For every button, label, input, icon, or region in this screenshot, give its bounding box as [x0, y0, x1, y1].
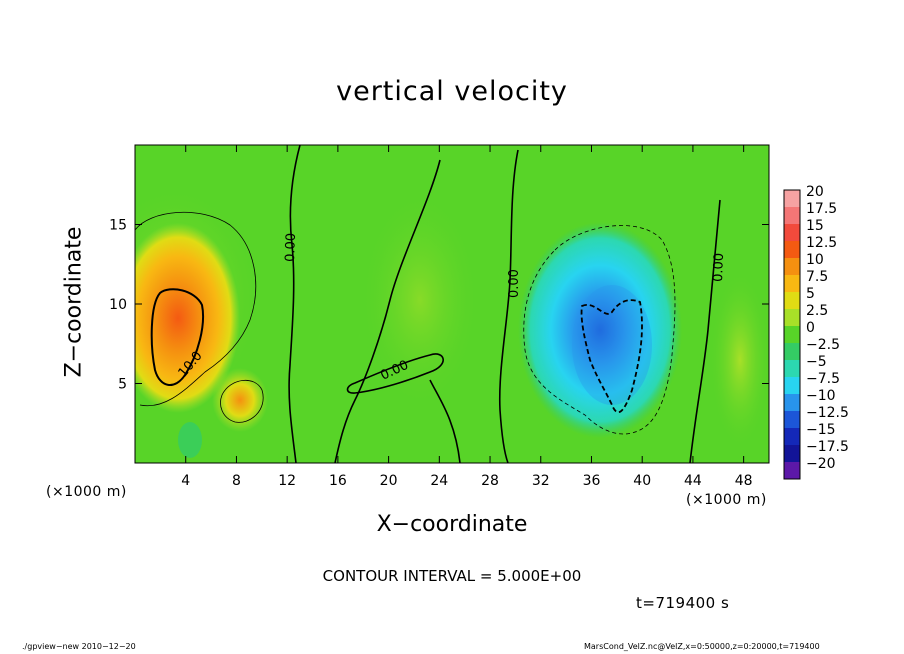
- colorbar-label: −10: [806, 388, 836, 404]
- heatmap-field: [135, 145, 769, 463]
- x-tick-label: 4: [181, 473, 190, 489]
- weak-updraft-right: [710, 270, 769, 450]
- weak-downdraft-bottom: [178, 422, 202, 458]
- colorbar-label: −15: [806, 422, 836, 438]
- x-tick-label: 8: [232, 473, 241, 489]
- x-tick-label: 12: [278, 473, 296, 489]
- contour-interval-text: CONTOUR INTERVAL = 5.000E+00: [322, 567, 582, 585]
- updraft-secondary: [212, 368, 268, 432]
- y-axis-ticks: 5 10 15: [109, 218, 769, 393]
- x-tick-label: 40: [633, 473, 651, 489]
- colorbar-label: 20: [806, 184, 824, 200]
- x-tick-label: 28: [481, 473, 499, 489]
- contour-zero-loop: [346, 353, 444, 394]
- x-tick-label: 16: [329, 473, 347, 489]
- contour-lines: [135, 145, 721, 463]
- weak-updraft-band: [360, 190, 480, 410]
- colorbar-swatch: [784, 377, 800, 394]
- colorbar-label: −7.5: [806, 371, 840, 387]
- colorbar: 2017.51512.5107.552.50−2.5−5−7.5−10−12.5…: [783, 184, 849, 480]
- colorbar-swatch: [784, 224, 800, 241]
- colorbar-swatch: [784, 462, 800, 479]
- contour-label-zero-4: 0.00: [711, 253, 727, 282]
- y-tick-label: 15: [109, 218, 127, 234]
- contour-zero-3: [429, 379, 461, 463]
- colorbar-swatch: [784, 292, 800, 309]
- colorbar-swatch: [784, 258, 800, 275]
- contour-10: [150, 288, 204, 386]
- x-axis-unit-left: (×1000 m): [46, 484, 127, 500]
- contour-5-main: [135, 211, 257, 407]
- contour-5-secondary: [220, 380, 264, 423]
- colorbar-label: −5: [806, 354, 827, 370]
- x-axis-ticks: 4 8 12 16 20 24 28 32 36 40 44 48: [181, 145, 753, 489]
- colorbar-swatch: [784, 207, 800, 224]
- colorbar-label: 7.5: [806, 269, 828, 285]
- footer-right: MarsCond_VelZ.nc@VelZ,x=0:50000,z=0:2000…: [584, 642, 820, 651]
- x-tick-label: 32: [532, 473, 550, 489]
- contour-label-zero-3: 0.00: [507, 269, 522, 298]
- contour-zero-2: [334, 159, 441, 463]
- colorbar-label: 2.5: [806, 303, 828, 319]
- x-tick-label: 20: [380, 473, 398, 489]
- colorbar-swatch: [784, 309, 800, 326]
- footer-left: ./gpview−new 2010−12−20: [22, 642, 136, 651]
- x-tick-label: 24: [430, 473, 448, 489]
- colorbar-frame: [783, 189, 801, 480]
- colorbar-label: −20: [806, 456, 836, 472]
- x-axis-unit-right: (×1000 m): [686, 492, 767, 508]
- colorbar-label: 5: [806, 286, 815, 302]
- contour-zero-1: [288, 145, 301, 463]
- x-tick-label: 44: [684, 473, 702, 489]
- downdraft-core: [572, 285, 652, 405]
- x-axis-label: X−coordinate: [376, 512, 528, 537]
- contour-zero-5: [689, 199, 721, 463]
- contour-minus-5: [523, 225, 676, 435]
- x-tick-label: 48: [735, 473, 753, 489]
- y-tick-label: 10: [109, 297, 127, 313]
- colorbar-swatch: [784, 326, 800, 343]
- time-label: t=719400 s: [636, 594, 730, 612]
- colorbar-swatch: [784, 394, 800, 411]
- colorbar-swatch: [784, 275, 800, 292]
- colorbar-swatch: [784, 445, 800, 462]
- colorbar-swatch: [784, 343, 800, 360]
- colorbar-label: 10: [806, 252, 824, 268]
- downdraft-main: [518, 222, 682, 438]
- colorbar-label: 0: [806, 320, 815, 336]
- colorbar-swatch: [784, 411, 800, 428]
- colorbar-label: −12.5: [806, 405, 849, 421]
- y-tick-label: 5: [118, 377, 127, 393]
- colorbar-swatch: [784, 190, 800, 207]
- contour-label-zero-1: 0.00: [283, 233, 299, 262]
- colorbar-swatch: [784, 428, 800, 445]
- colorbar-label: −17.5: [806, 439, 849, 455]
- colorbar-label: 17.5: [806, 201, 837, 217]
- colorbar-label: 12.5: [806, 235, 837, 251]
- colorbar-swatch: [784, 360, 800, 377]
- contour-zero-4: [498, 149, 519, 463]
- colorbar-swatch: [784, 241, 800, 258]
- chart-title: vertical velocity: [336, 76, 568, 107]
- colorbar-label: 15: [806, 218, 824, 234]
- x-tick-label: 36: [583, 473, 601, 489]
- contour-minus-10: [580, 299, 643, 414]
- colorbar-label: −2.5: [806, 337, 840, 353]
